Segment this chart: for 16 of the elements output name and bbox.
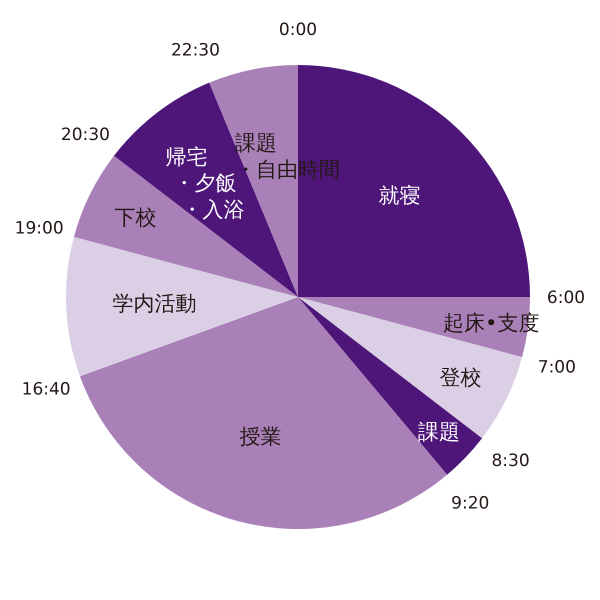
slice-label: 学内活動	[112, 292, 196, 316]
slice-label: 登校	[439, 365, 482, 390]
text: 20:30	[60, 124, 110, 145]
slice-label: 課題	[418, 420, 460, 444]
text: 0:00	[278, 20, 318, 40]
text: 9:20	[451, 493, 490, 514]
slice-label: 就寝	[378, 184, 421, 208]
slice-label: 起床•支度	[443, 310, 540, 335]
text: 7:00	[538, 357, 576, 378]
slice-label: 授業	[240, 424, 282, 448]
slice-label: 下校	[114, 205, 157, 230]
text: 16:40	[22, 380, 71, 400]
text: 19:00	[14, 218, 64, 239]
text: 22:30	[170, 40, 220, 60]
text: 6:00	[546, 288, 586, 308]
text: 8:30	[491, 451, 530, 472]
